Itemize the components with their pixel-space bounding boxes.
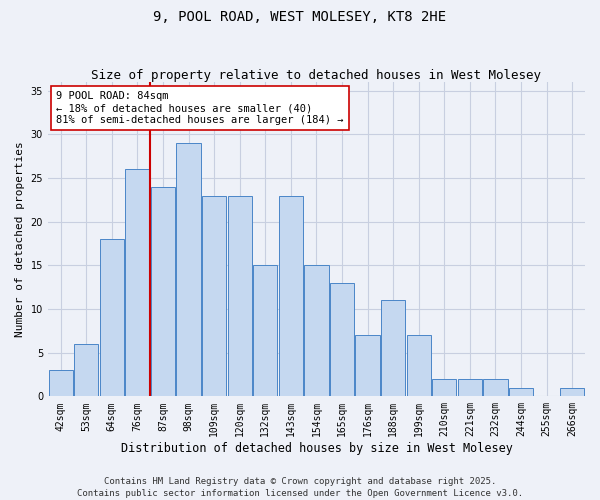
Bar [202,196,226,396]
Bar [407,335,431,396]
Bar [253,266,277,396]
Bar [560,388,584,396]
Bar [125,170,149,396]
Text: 9, POOL ROAD, WEST MOLESEY, KT8 2HE: 9, POOL ROAD, WEST MOLESEY, KT8 2HE [154,10,446,24]
Bar [279,196,303,396]
Bar [49,370,73,396]
Bar [432,379,457,396]
X-axis label: Distribution of detached houses by size in West Molesey: Distribution of detached houses by size … [121,442,512,455]
Y-axis label: Number of detached properties: Number of detached properties [15,142,25,337]
Text: 9 POOL ROAD: 84sqm
← 18% of detached houses are smaller (40)
81% of semi-detache: 9 POOL ROAD: 84sqm ← 18% of detached hou… [56,92,343,124]
Bar [227,196,252,396]
Bar [484,379,508,396]
Bar [381,300,406,396]
Bar [74,344,98,397]
Bar [509,388,533,396]
Bar [330,283,354,397]
Bar [151,187,175,396]
Text: Contains HM Land Registry data © Crown copyright and database right 2025.
Contai: Contains HM Land Registry data © Crown c… [77,476,523,498]
Bar [100,239,124,396]
Bar [176,143,201,397]
Bar [458,379,482,396]
Bar [304,266,329,396]
Title: Size of property relative to detached houses in West Molesey: Size of property relative to detached ho… [91,69,541,82]
Bar [355,335,380,396]
